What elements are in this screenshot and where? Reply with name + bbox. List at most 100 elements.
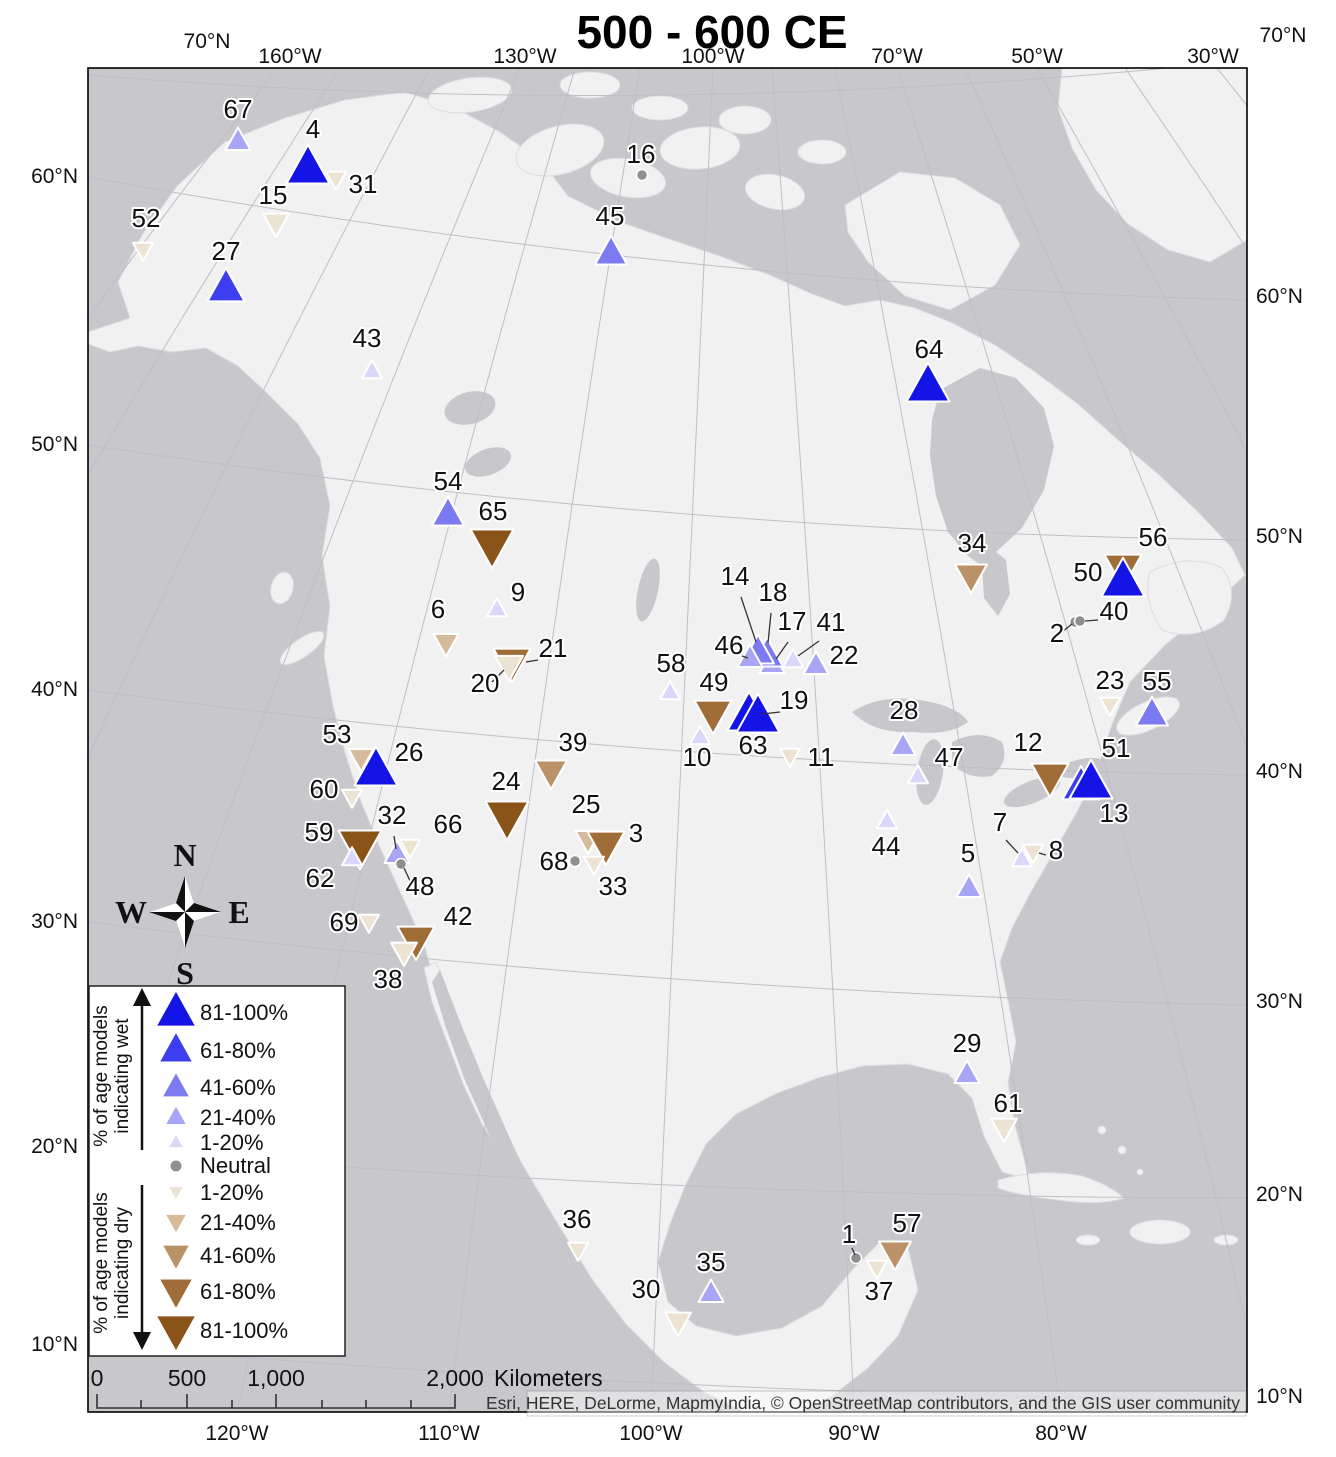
site-15-label: 15 xyxy=(259,180,288,210)
wet-triangle-icon xyxy=(206,267,246,303)
land-arctic-island xyxy=(718,105,772,135)
site-62-label: 62 xyxy=(306,863,335,893)
site-35-marker xyxy=(697,1278,725,1303)
dry-triangle-icon xyxy=(567,1241,589,1262)
compass-south-label: S xyxy=(176,955,194,991)
parallel-line xyxy=(88,176,1247,301)
map-title: 500 - 600 CE xyxy=(576,6,847,58)
graticule-label: 70°N xyxy=(1260,24,1307,47)
dry-triangle-icon xyxy=(693,699,733,735)
land-hispaniola xyxy=(1129,1219,1191,1245)
legend-box xyxy=(88,985,346,1357)
site-28-label: 28 xyxy=(890,695,919,725)
site-12-label: 12 xyxy=(1014,727,1043,757)
site-65-marker xyxy=(469,528,515,570)
site-34-label: 34 xyxy=(958,528,987,558)
site-8-marker xyxy=(1022,843,1044,864)
dry-triangle-icon xyxy=(954,563,988,595)
site-66-marker xyxy=(399,838,421,859)
site-61-marker xyxy=(990,1117,1018,1144)
site-41-label: 41 xyxy=(817,607,846,637)
site-36-marker xyxy=(567,1241,589,1262)
dry-triangle-icon xyxy=(1030,762,1070,798)
site-26-marker xyxy=(353,745,399,787)
wet-triangle-icon xyxy=(659,680,681,701)
water-lake-huron xyxy=(952,735,1005,777)
graticule-label: 10°N xyxy=(31,1333,78,1356)
dry-triangle-icon xyxy=(1099,696,1121,717)
site-32-leader-line xyxy=(393,835,397,850)
graticule-label: 120°W xyxy=(205,1422,268,1445)
site-47-marker xyxy=(907,764,929,785)
meridian-line xyxy=(88,68,431,759)
site-41-leader-line xyxy=(797,640,820,657)
site-66-label: 66 xyxy=(434,809,463,839)
site-27-label: 27 xyxy=(212,236,241,266)
site-49-marker xyxy=(693,699,733,735)
wet-axis-label-1: % of age models xyxy=(91,1005,112,1147)
site-1-marker xyxy=(849,1251,863,1265)
dry-arrowhead-icon xyxy=(133,1332,151,1350)
graticule-label: 100°W xyxy=(681,45,744,68)
site-7-leader-line xyxy=(1005,839,1019,854)
site-40-label: 40 xyxy=(1100,596,1129,626)
legend-wet-81-100-label: 81-100% xyxy=(200,1000,288,1025)
meridian-line xyxy=(650,68,714,1412)
graticule-label: 60°N xyxy=(1256,285,1303,308)
site-43-marker xyxy=(361,359,383,380)
meridian-line xyxy=(771,68,855,1412)
legend-symbols xyxy=(154,988,198,1354)
graticule-label: 30°N xyxy=(1256,990,1303,1013)
graticule-label: 70°W xyxy=(871,45,923,68)
site-7-label: 7 xyxy=(993,807,1007,837)
site-18-leader-line xyxy=(767,612,772,644)
site-16-label: 16 xyxy=(627,139,656,169)
wet-triangle-icon xyxy=(594,234,628,266)
dry-triangle-icon xyxy=(779,747,801,768)
wet-triangle-icon xyxy=(285,143,331,185)
site-34-marker xyxy=(954,563,988,595)
site-9-label: 9 xyxy=(511,577,525,607)
compass-star-facet xyxy=(185,876,194,912)
land-arctic-island xyxy=(589,157,667,199)
wet-triangle-icon xyxy=(341,846,363,867)
compass-star-facet xyxy=(149,903,185,912)
water-lake-winnipeg xyxy=(636,558,660,622)
site-3-label: 3 xyxy=(629,818,643,848)
site-64-marker xyxy=(905,361,951,403)
graticule-label: 50°N xyxy=(1256,525,1303,548)
legend-dry-41-60-label: 41-60% xyxy=(200,1243,276,1268)
meridian-line xyxy=(834,68,1062,1412)
site-24-marker xyxy=(484,800,530,842)
legend-wet-1-20-label: 1-20% xyxy=(200,1130,264,1155)
wet-triangle-icon xyxy=(907,764,929,785)
legend-dry-1-20-label: 1-20% xyxy=(200,1180,264,1205)
neutral-dot-icon xyxy=(568,854,582,868)
dry-triangle-icon xyxy=(432,633,460,658)
site-33-marker xyxy=(583,855,605,876)
legend-neutral-label: Neutral xyxy=(200,1153,271,1178)
compass-rose: N S E W xyxy=(115,837,250,991)
dry-axis-label-1: % of age models xyxy=(91,1192,112,1334)
scale-bar-ticks xyxy=(96,1394,456,1409)
graticule-label: 10°N xyxy=(1256,1385,1303,1408)
site-49-label: 49 xyxy=(700,667,729,697)
wet-triangle-icon xyxy=(697,1278,725,1303)
site-1-label: 1 xyxy=(842,1219,856,1249)
land-arctic-island xyxy=(744,173,806,211)
graticule-label: 110°W xyxy=(418,1422,480,1445)
legend-dry-triangle-icon xyxy=(160,1244,192,1272)
site-20-label: 20 xyxy=(471,668,500,698)
meridian-line xyxy=(88,68,278,319)
land-bahamas xyxy=(1117,1145,1127,1155)
wet-triangle-icon xyxy=(353,745,399,787)
site-22-marker xyxy=(802,650,830,675)
legend-dry-triangle-icon xyxy=(163,1213,189,1236)
site-61-label: 61 xyxy=(994,1088,1023,1118)
site-46-leader-line xyxy=(741,655,749,659)
site-35-label: 35 xyxy=(697,1247,726,1277)
attribution-strip xyxy=(526,1390,1247,1417)
site-11-marker xyxy=(779,747,801,768)
